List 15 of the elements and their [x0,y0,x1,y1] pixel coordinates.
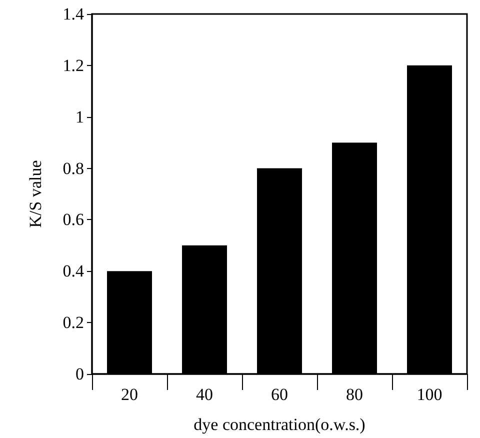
y-tick-label: 0.4 [62,262,84,281]
y-tick-label: 1.4 [62,4,84,24]
y-tick-label: 0.8 [62,158,84,178]
y-tick-label: 0.2 [62,313,84,332]
x-axis-title: dye concentration(o.w.s.) [194,415,366,434]
x-tick-label: 20 [121,385,138,404]
x-tick-label: 60 [271,385,288,404]
x-tick-label: 40 [196,385,213,404]
x-tick-label: 80 [346,385,363,404]
x-tick-label: 100 [416,385,442,404]
y-tick-label: 0 [76,364,84,384]
y-axis-title: K/S value [26,160,45,228]
y-tick-label: 0.6 [62,210,84,230]
y-tick-label: 1.2 [62,56,84,75]
y-tick-label: 1 [76,107,84,126]
